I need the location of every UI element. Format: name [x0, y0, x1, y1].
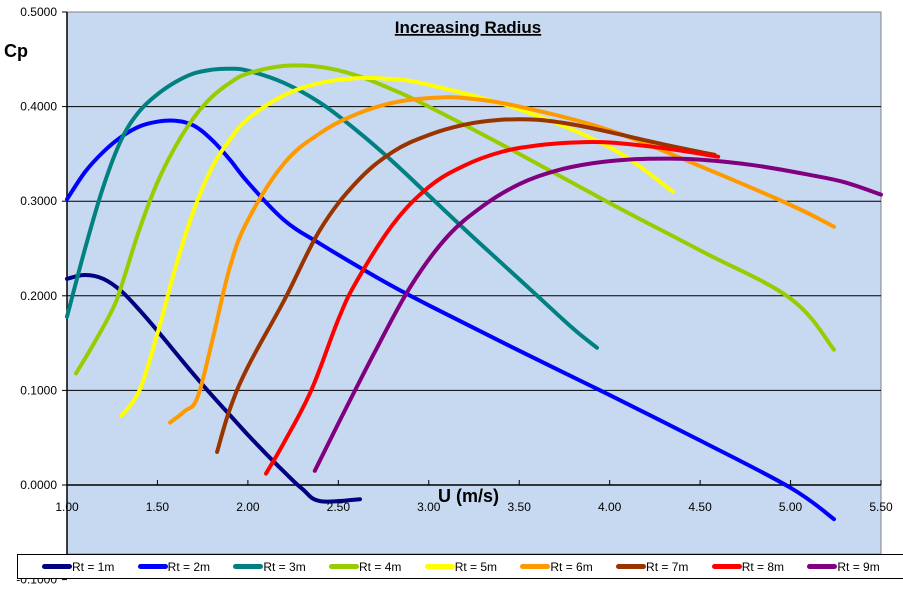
x-tick-label: 2.50	[327, 500, 351, 514]
series-line-rt-8m	[264, 139, 721, 476]
series-layer	[65, 63, 883, 522]
legend-swatch	[711, 564, 742, 569]
legend-item: Rt = 7m	[616, 560, 712, 574]
legend-swatch	[616, 564, 647, 569]
legend-item: Rt = 5m	[424, 559, 521, 574]
legend-swatch	[520, 564, 551, 569]
y-tick-label: 0.5000	[20, 5, 57, 19]
series-line-rt-3m	[65, 66, 599, 350]
legend-item: Rt = 3m	[233, 560, 329, 574]
series-line-rt-9m	[312, 156, 883, 473]
legend-item: Rt = 9m	[807, 560, 903, 574]
legend-item: Rt = 2m	[137, 559, 234, 574]
y-tick-label: 0.4000	[20, 100, 57, 114]
legend-item: Rt = 6m	[520, 560, 616, 574]
legend-item: Rt = 1m	[42, 560, 138, 574]
legend-swatch	[42, 564, 72, 569]
legend-label: Rt = 3m	[263, 559, 306, 574]
legend-label: Rt = 8m	[741, 559, 785, 574]
y-axis-title: Cp	[4, 41, 28, 61]
x-tick-label: 3.00	[417, 500, 441, 514]
legend-swatch	[807, 564, 838, 569]
legend-swatch	[424, 564, 455, 569]
x-tick-label: 4.00	[598, 500, 622, 514]
legend-label: Rt = 1m	[72, 559, 115, 574]
x-tick-label: 3.50	[508, 500, 532, 514]
x-tick-label: 1.50	[146, 500, 170, 514]
x-axis-title: U (m/s)	[438, 486, 499, 506]
y-tick-label: 0.0000	[20, 478, 57, 492]
y-tick-label: 0.1000	[20, 383, 57, 397]
x-tick-label: 2.00	[236, 500, 260, 514]
x-tick-label: 4.50	[688, 500, 712, 514]
series-line-rt-7m	[215, 117, 717, 454]
y-tick-label: 0.3000	[20, 194, 57, 208]
legend-label: Rt = 9m	[837, 559, 880, 574]
legend-label: Rt = 6m	[550, 559, 593, 574]
series-line-rt-2m	[65, 118, 836, 522]
legend: Rt = 1m Rt = 2m Rt = 3m Rt = 4m Rt = 5m Rt = …	[17, 554, 903, 579]
legend-swatch	[233, 564, 264, 569]
legend-label: Rt = 4m	[359, 559, 402, 574]
legend-label: Rt = 2m	[167, 559, 211, 574]
legend-label: Rt = 7m	[646, 559, 689, 574]
legend-swatch	[137, 564, 168, 569]
x-tick-label: 5.00	[779, 500, 803, 514]
legend-item: Rt = 4m	[329, 560, 425, 574]
chart-title: Increasing Radius	[395, 18, 541, 37]
y-tick-label: 0.2000	[20, 289, 57, 303]
legend-label: Rt = 5m	[454, 559, 498, 574]
x-tick-label: 1.00	[55, 500, 79, 514]
legend-item: Rt = 8m	[711, 559, 808, 574]
series-line-rt-4m	[74, 63, 836, 376]
x-tick-label: 5.50	[869, 500, 893, 514]
legend-swatch	[329, 564, 360, 569]
axes	[62, 11, 882, 581]
